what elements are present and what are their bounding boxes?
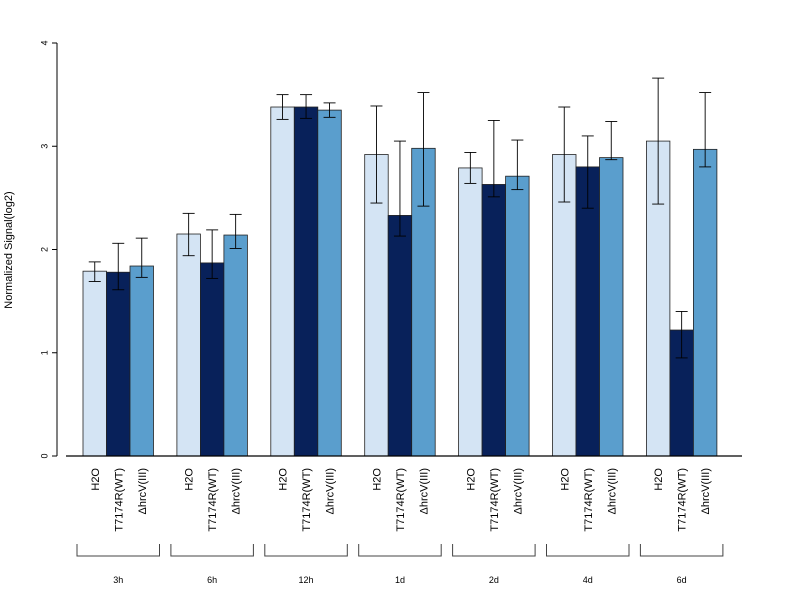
bar: [176, 233, 201, 457]
y-tick-label: 3: [39, 144, 49, 149]
category-label: H2O: [465, 468, 477, 491]
category-label: H2O: [184, 468, 196, 491]
y-tick-label: 1: [39, 350, 49, 355]
error-bar: [511, 139, 524, 191]
category-label: H2O: [90, 468, 102, 491]
error-bar: [487, 119, 500, 198]
y-axis-title: Normalized Signal(log2): [3, 191, 15, 308]
bar: [129, 265, 154, 457]
bar: [599, 157, 624, 457]
group-label: 3h: [113, 575, 123, 585]
error-bar: [112, 242, 125, 291]
category-label: H2O: [559, 468, 571, 491]
group-label: 2d: [489, 575, 499, 585]
category-label: T7174R(WT): [677, 468, 689, 532]
error-bar: [605, 121, 618, 161]
category-label: ΔhrcV(III): [606, 468, 618, 514]
bars: [82, 106, 718, 457]
group-bracket: [639, 544, 724, 557]
bar: [106, 271, 131, 457]
category-label: ΔhrcV(III): [418, 468, 430, 514]
error-bar: [558, 106, 571, 203]
category-label: H2O: [278, 468, 290, 491]
group-bracket: [358, 544, 442, 557]
error-bar: [88, 261, 101, 282]
bar: [458, 167, 483, 457]
y-tick-label: 4: [39, 40, 49, 45]
category-label: H2O: [371, 468, 383, 491]
category-label: ΔhrcV(III): [231, 468, 243, 514]
category-label: ΔhrcV(III): [700, 468, 712, 514]
bar: [199, 262, 225, 457]
category-labels: H2O T7174R(WT) ΔhrcV(III) H2O T7174R(WT) Δhrc…: [90, 468, 712, 532]
bar: [82, 270, 107, 457]
bar: [575, 166, 600, 457]
error-bars: [88, 77, 712, 359]
category-label: T7174R(WT): [395, 468, 407, 532]
error-bar: [276, 94, 289, 120]
bar: [293, 106, 319, 457]
bar: [387, 215, 413, 457]
category-label: T7174R(WT): [583, 468, 595, 532]
error-bar: [370, 105, 383, 204]
group-bracket: [170, 544, 254, 557]
bar: [223, 234, 248, 457]
error-bar: [135, 237, 148, 278]
error-bar: [417, 92, 430, 207]
group-label: 6d: [677, 575, 687, 585]
error-bar: [581, 135, 594, 209]
error-bar: [229, 213, 242, 249]
y-axis: 0 1 2 3 4: [39, 40, 58, 459]
group-label: 1d: [395, 575, 405, 585]
category-label: ΔhrcV(III): [512, 468, 524, 514]
y-tick-label: 2: [39, 247, 49, 252]
bar: [317, 109, 342, 457]
error-bar: [652, 77, 665, 205]
error-bar: [323, 102, 336, 118]
group-bracket: [452, 544, 536, 557]
category-label: T7174R(WT): [489, 468, 501, 532]
group-brackets: 3h 6h 12h 1d 2d 4d 6d: [76, 544, 724, 585]
group-bracket: [76, 544, 160, 557]
category-label: T7174R(WT): [207, 468, 219, 532]
bar: [270, 106, 295, 457]
y-tick-label: 0: [39, 453, 49, 458]
bar: [693, 148, 718, 457]
bar: [481, 184, 507, 457]
bar: [505, 175, 530, 457]
error-bar: [464, 151, 477, 184]
category-label: H2O: [653, 468, 665, 491]
group-bracket: [264, 544, 348, 557]
error-bar: [675, 311, 688, 359]
error-bar: [206, 229, 219, 279]
category-label: ΔhrcV(III): [137, 468, 149, 514]
category-label: T7174R(WT): [113, 468, 125, 532]
error-bar: [393, 140, 406, 237]
error-bar: [300, 94, 313, 119]
category-label: T7174R(WT): [301, 468, 313, 532]
category-label: ΔhrcV(III): [325, 468, 337, 514]
group-label: 12h: [299, 575, 314, 585]
error-bar: [182, 212, 195, 257]
group-label: 6h: [207, 575, 217, 585]
error-bar: [699, 92, 712, 168]
group-bracket: [546, 544, 630, 557]
group-label: 4d: [583, 575, 593, 585]
